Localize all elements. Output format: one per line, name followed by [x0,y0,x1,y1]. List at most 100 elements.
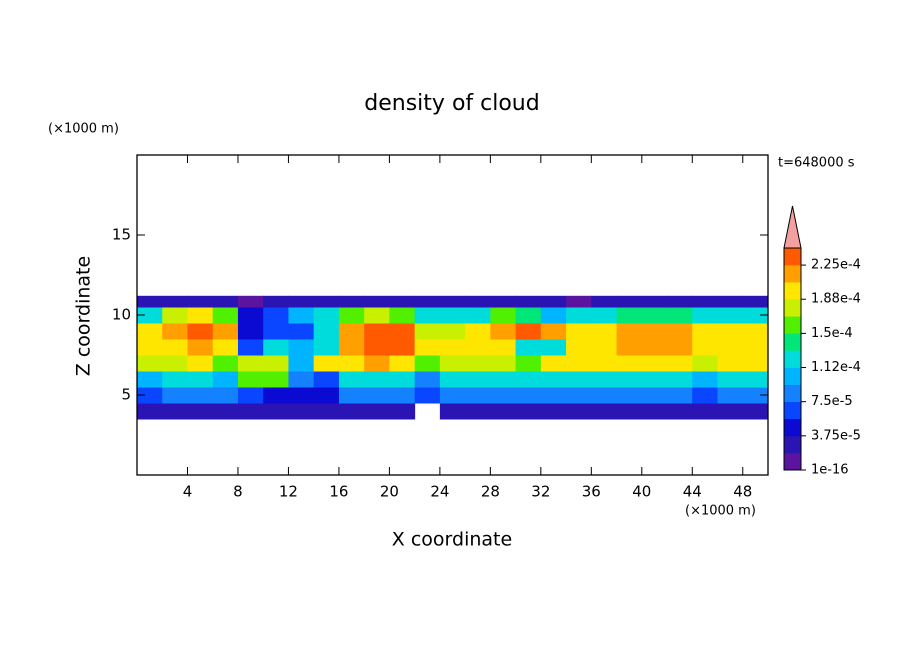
field-cell [490,355,517,372]
field-cell [338,307,365,324]
field-cell [313,387,340,404]
field-cell [641,355,668,372]
field-cell [540,323,567,340]
field-cell [742,403,769,420]
field-cell [439,295,466,308]
field-cell [364,307,390,324]
field-cell [237,387,264,404]
field-cell [288,403,315,420]
field-cell [490,323,517,340]
field-cell [263,355,289,372]
field-cell [540,295,567,308]
colorbar-tick-label: 2.25e-4 [811,258,861,273]
colorbar-bin [784,418,801,437]
field-cell [540,307,567,324]
field-cell [263,295,289,308]
field-cell [313,307,340,324]
colorbar-frame [783,247,802,471]
field-cell [212,387,239,404]
field-cell [641,371,668,388]
field-cell [162,339,188,356]
field-cell [439,323,466,340]
field-cell [288,339,315,356]
field-cell [187,403,214,420]
field-cell [515,339,542,356]
field-cell [465,323,491,340]
field-cell [288,371,315,388]
field-cell [212,339,239,356]
x-tick-label: 16 [329,483,348,501]
field-cell [667,403,693,420]
colorbar-bin [784,452,801,471]
field-cell [692,295,719,308]
field-cell [667,339,693,356]
field-cell [237,355,264,372]
field-cell [515,295,542,308]
field-cell [137,371,163,388]
field-cell [717,403,744,420]
x-tick-label: 36 [582,483,601,501]
field-cell [288,295,315,308]
field-cell [212,323,239,340]
field-cell [364,323,390,340]
field-cell [187,295,214,308]
field-cell [591,387,618,404]
x-tick-label: 20 [380,483,399,501]
field-cell [212,307,239,324]
field-cell [490,371,517,388]
field-cell [263,387,289,404]
field-cell [187,371,214,388]
colorbar-bin [784,248,801,266]
annotation: t=648000 s [778,156,855,171]
field-cell [717,295,744,308]
colorbar-bin [784,282,801,300]
field-cell [591,295,618,308]
field-cell [364,387,390,404]
field-cell [137,355,163,372]
field-cell [212,295,239,308]
field-cell [616,295,643,308]
field-cell [313,371,340,388]
field-cell [414,387,441,404]
field-cell [742,355,769,372]
field-cell [490,403,517,420]
field-cell [591,403,618,420]
field-cell [187,339,214,356]
field-cell [414,307,441,324]
field-cell [212,371,239,388]
field-cell [717,323,744,340]
field-cell [364,295,390,308]
field-cell [187,323,214,340]
field-cell [540,339,567,356]
field-cell [414,295,441,308]
field-cell [288,323,315,340]
field-cell [667,371,693,388]
field-cell [717,371,744,388]
field-cell [237,295,264,308]
field-cell [566,355,592,372]
field-cell [515,387,542,404]
field-cell [439,339,466,356]
colorbar-bin [784,401,801,420]
field-cell [465,387,491,404]
field-cell [667,355,693,372]
field-cell [566,387,592,404]
y-tick-label: 15 [112,226,131,244]
x-tick-label: 32 [531,483,550,501]
field-cell [212,355,239,372]
field-cell [717,307,744,324]
x-tick-label: 4 [183,483,193,501]
field-cell [667,307,693,324]
x-unit: (×1000 m) [685,504,756,519]
x-tick-label: 24 [430,483,449,501]
field-cell [263,323,289,340]
field-cell [465,371,491,388]
field-cell [742,371,769,388]
colorbar-tick-label: 1.5e-4 [811,326,853,341]
field-cell [137,403,163,420]
field-cell [717,355,744,372]
colorbar-tick-label: 1e-16 [811,463,849,478]
colorbar-bin [784,435,801,454]
field-cell [237,323,264,340]
